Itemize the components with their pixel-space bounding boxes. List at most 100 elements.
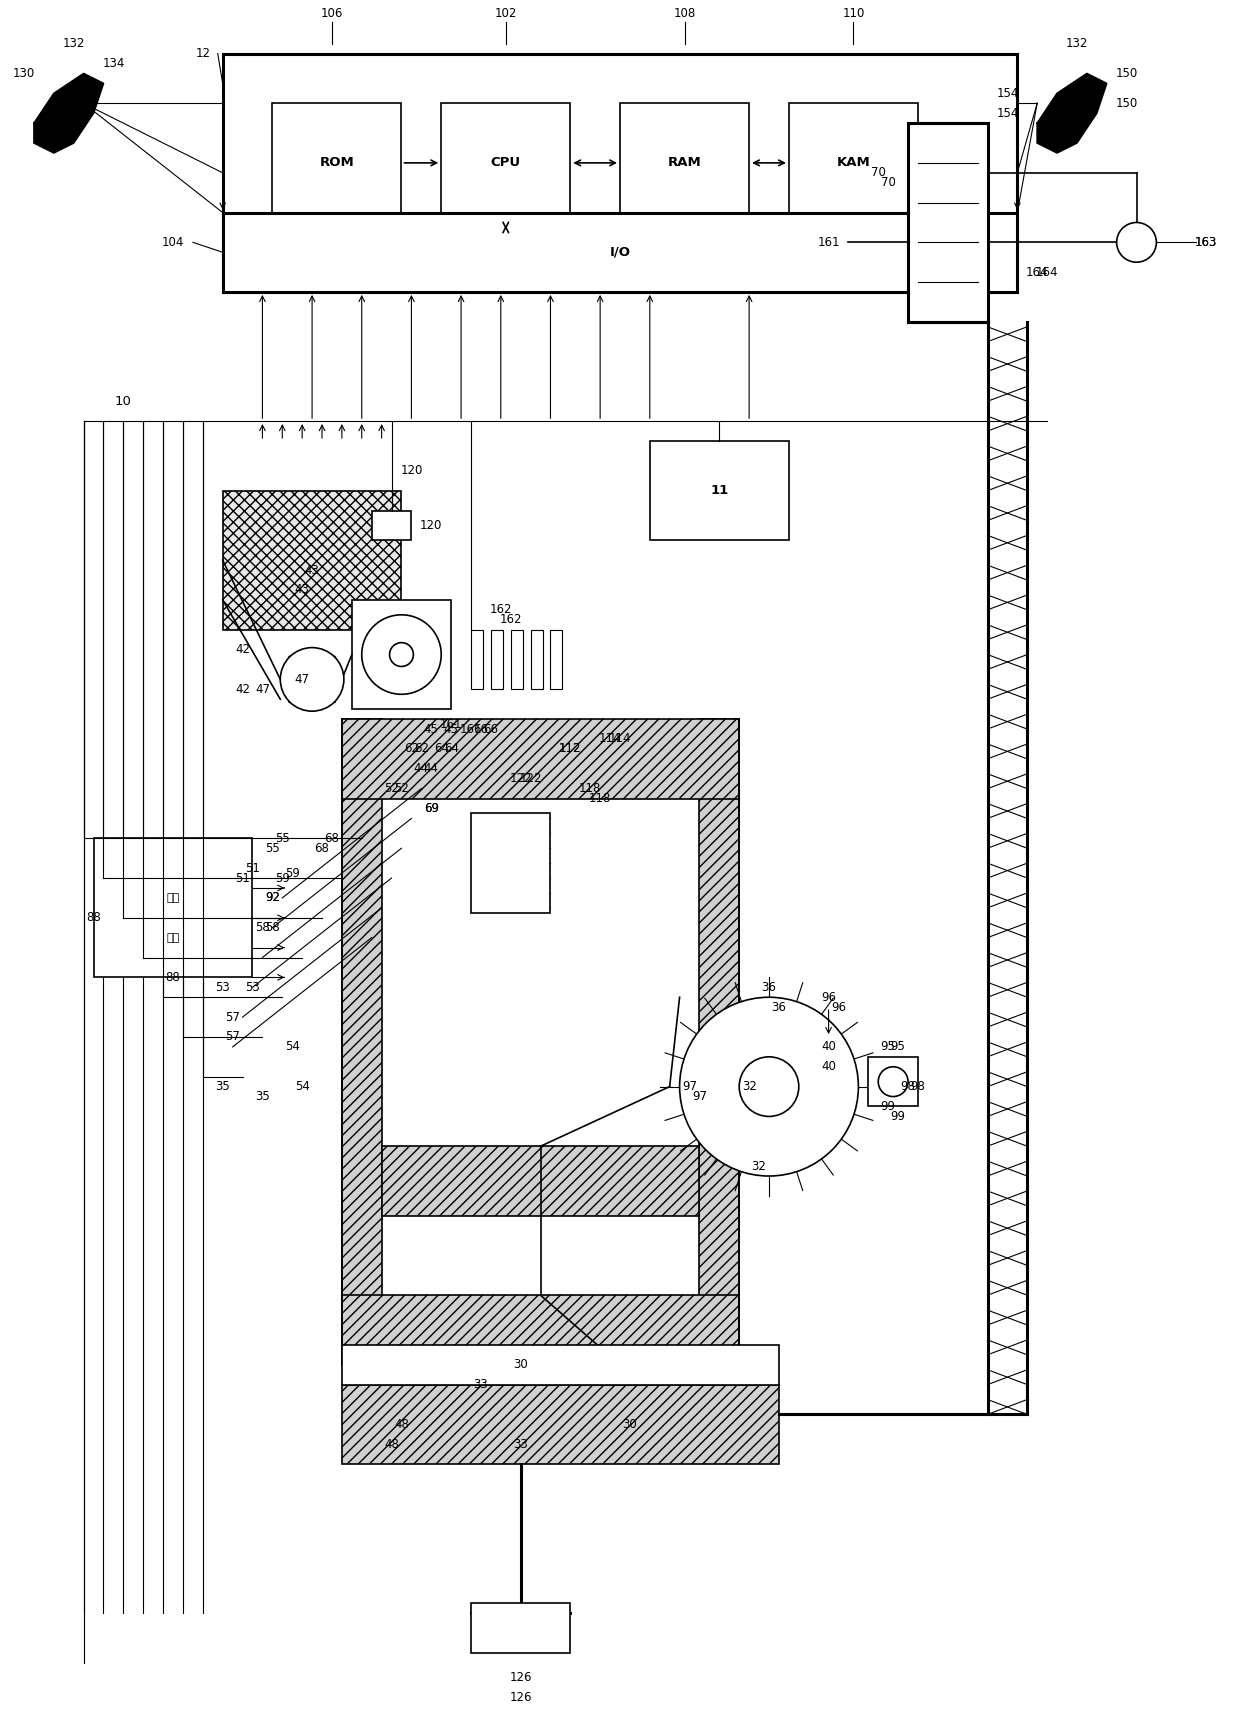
Bar — [342, 720, 739, 799]
Text: 134: 134 — [102, 57, 124, 70]
Text: 68: 68 — [325, 832, 340, 845]
Text: 150: 150 — [1116, 96, 1137, 110]
Text: 33: 33 — [513, 1438, 528, 1450]
Text: 70: 70 — [880, 177, 895, 189]
Text: 10: 10 — [115, 395, 131, 407]
Text: CPU: CPU — [491, 156, 521, 170]
Text: 45: 45 — [424, 723, 439, 735]
Text: 162: 162 — [490, 603, 512, 617]
Polygon shape — [33, 74, 103, 153]
Text: 42: 42 — [236, 682, 250, 696]
Text: 43: 43 — [295, 584, 310, 596]
Text: 35: 35 — [255, 1089, 270, 1103]
Text: 161: 161 — [817, 235, 839, 249]
Text: 162: 162 — [500, 613, 522, 627]
Text: 96: 96 — [831, 1000, 846, 1014]
Text: 48: 48 — [384, 1438, 399, 1450]
Text: 97: 97 — [692, 1089, 707, 1103]
Text: 132: 132 — [62, 38, 84, 50]
Text: 99: 99 — [880, 1100, 895, 1113]
Text: 106: 106 — [321, 7, 343, 21]
Text: 92: 92 — [265, 892, 280, 904]
Text: 45: 45 — [444, 723, 459, 735]
Text: 54: 54 — [285, 1041, 300, 1053]
Text: I/O: I/O — [610, 246, 630, 259]
Text: 164: 164 — [1025, 266, 1049, 278]
Text: 43: 43 — [305, 564, 320, 577]
Text: 68: 68 — [315, 842, 330, 856]
Text: 88: 88 — [166, 971, 180, 984]
Bar — [471, 631, 482, 689]
Text: 53: 53 — [216, 981, 231, 993]
Text: 161: 161 — [440, 718, 463, 730]
Text: 30: 30 — [622, 1417, 637, 1431]
Text: 69: 69 — [424, 802, 439, 814]
Text: 系统: 系统 — [166, 933, 180, 943]
Text: 12: 12 — [196, 46, 211, 60]
Text: 47: 47 — [295, 673, 310, 685]
Bar — [441, 103, 570, 222]
Bar — [382, 1146, 699, 1216]
Text: 161: 161 — [460, 723, 482, 735]
Bar — [650, 442, 789, 541]
Text: 114: 114 — [599, 732, 621, 746]
Text: 36: 36 — [761, 981, 776, 993]
Text: 110: 110 — [842, 7, 864, 21]
Text: 40: 40 — [821, 1041, 836, 1053]
Bar — [620, 103, 749, 222]
Bar — [551, 631, 563, 689]
Bar — [223, 53, 1017, 292]
Text: 92: 92 — [265, 892, 280, 904]
Text: 11: 11 — [711, 484, 728, 497]
Text: 97: 97 — [682, 1081, 697, 1093]
Text: 120: 120 — [420, 519, 443, 533]
Text: 66: 66 — [474, 723, 489, 735]
Bar — [491, 631, 502, 689]
Circle shape — [1117, 222, 1157, 263]
Text: 42: 42 — [236, 643, 250, 656]
Bar — [908, 124, 987, 321]
Text: 57: 57 — [226, 1031, 241, 1043]
Bar — [699, 720, 739, 1364]
Text: 118: 118 — [579, 782, 601, 795]
Circle shape — [680, 996, 858, 1177]
Text: 35: 35 — [216, 1081, 231, 1093]
Bar — [342, 720, 382, 1364]
Text: 120: 120 — [401, 464, 423, 478]
Text: 52: 52 — [384, 782, 399, 795]
Text: 70: 70 — [870, 167, 885, 179]
Text: 118: 118 — [589, 792, 611, 806]
Text: 58: 58 — [265, 921, 280, 935]
Text: 64: 64 — [444, 742, 459, 756]
Text: 126: 126 — [510, 1691, 532, 1704]
Text: 66: 66 — [484, 723, 498, 735]
Text: 104: 104 — [162, 235, 185, 249]
Text: 52: 52 — [394, 782, 409, 795]
Text: 33: 33 — [474, 1378, 489, 1392]
Text: 69: 69 — [424, 802, 439, 814]
Bar — [471, 1603, 570, 1653]
Bar — [531, 631, 543, 689]
Text: 44: 44 — [414, 763, 429, 775]
Bar — [93, 838, 253, 978]
Text: 122: 122 — [520, 771, 542, 785]
Text: 99: 99 — [890, 1110, 905, 1124]
Text: 32: 32 — [751, 1160, 766, 1173]
Bar — [223, 213, 1017, 292]
Text: KAM: KAM — [837, 156, 870, 170]
Bar — [342, 1345, 779, 1385]
Bar — [342, 1295, 739, 1364]
Text: 62: 62 — [404, 742, 419, 756]
Bar — [471, 814, 551, 912]
Polygon shape — [1037, 74, 1107, 153]
Text: 58: 58 — [255, 921, 270, 935]
Bar — [273, 103, 402, 222]
Text: 55: 55 — [265, 842, 280, 856]
Text: 88: 88 — [87, 911, 100, 924]
Text: 132: 132 — [1065, 38, 1087, 50]
Text: 64: 64 — [434, 742, 449, 756]
Text: 122: 122 — [510, 771, 532, 785]
Bar — [342, 1385, 779, 1464]
Text: 54: 54 — [295, 1081, 310, 1093]
Text: 96: 96 — [821, 991, 836, 1003]
